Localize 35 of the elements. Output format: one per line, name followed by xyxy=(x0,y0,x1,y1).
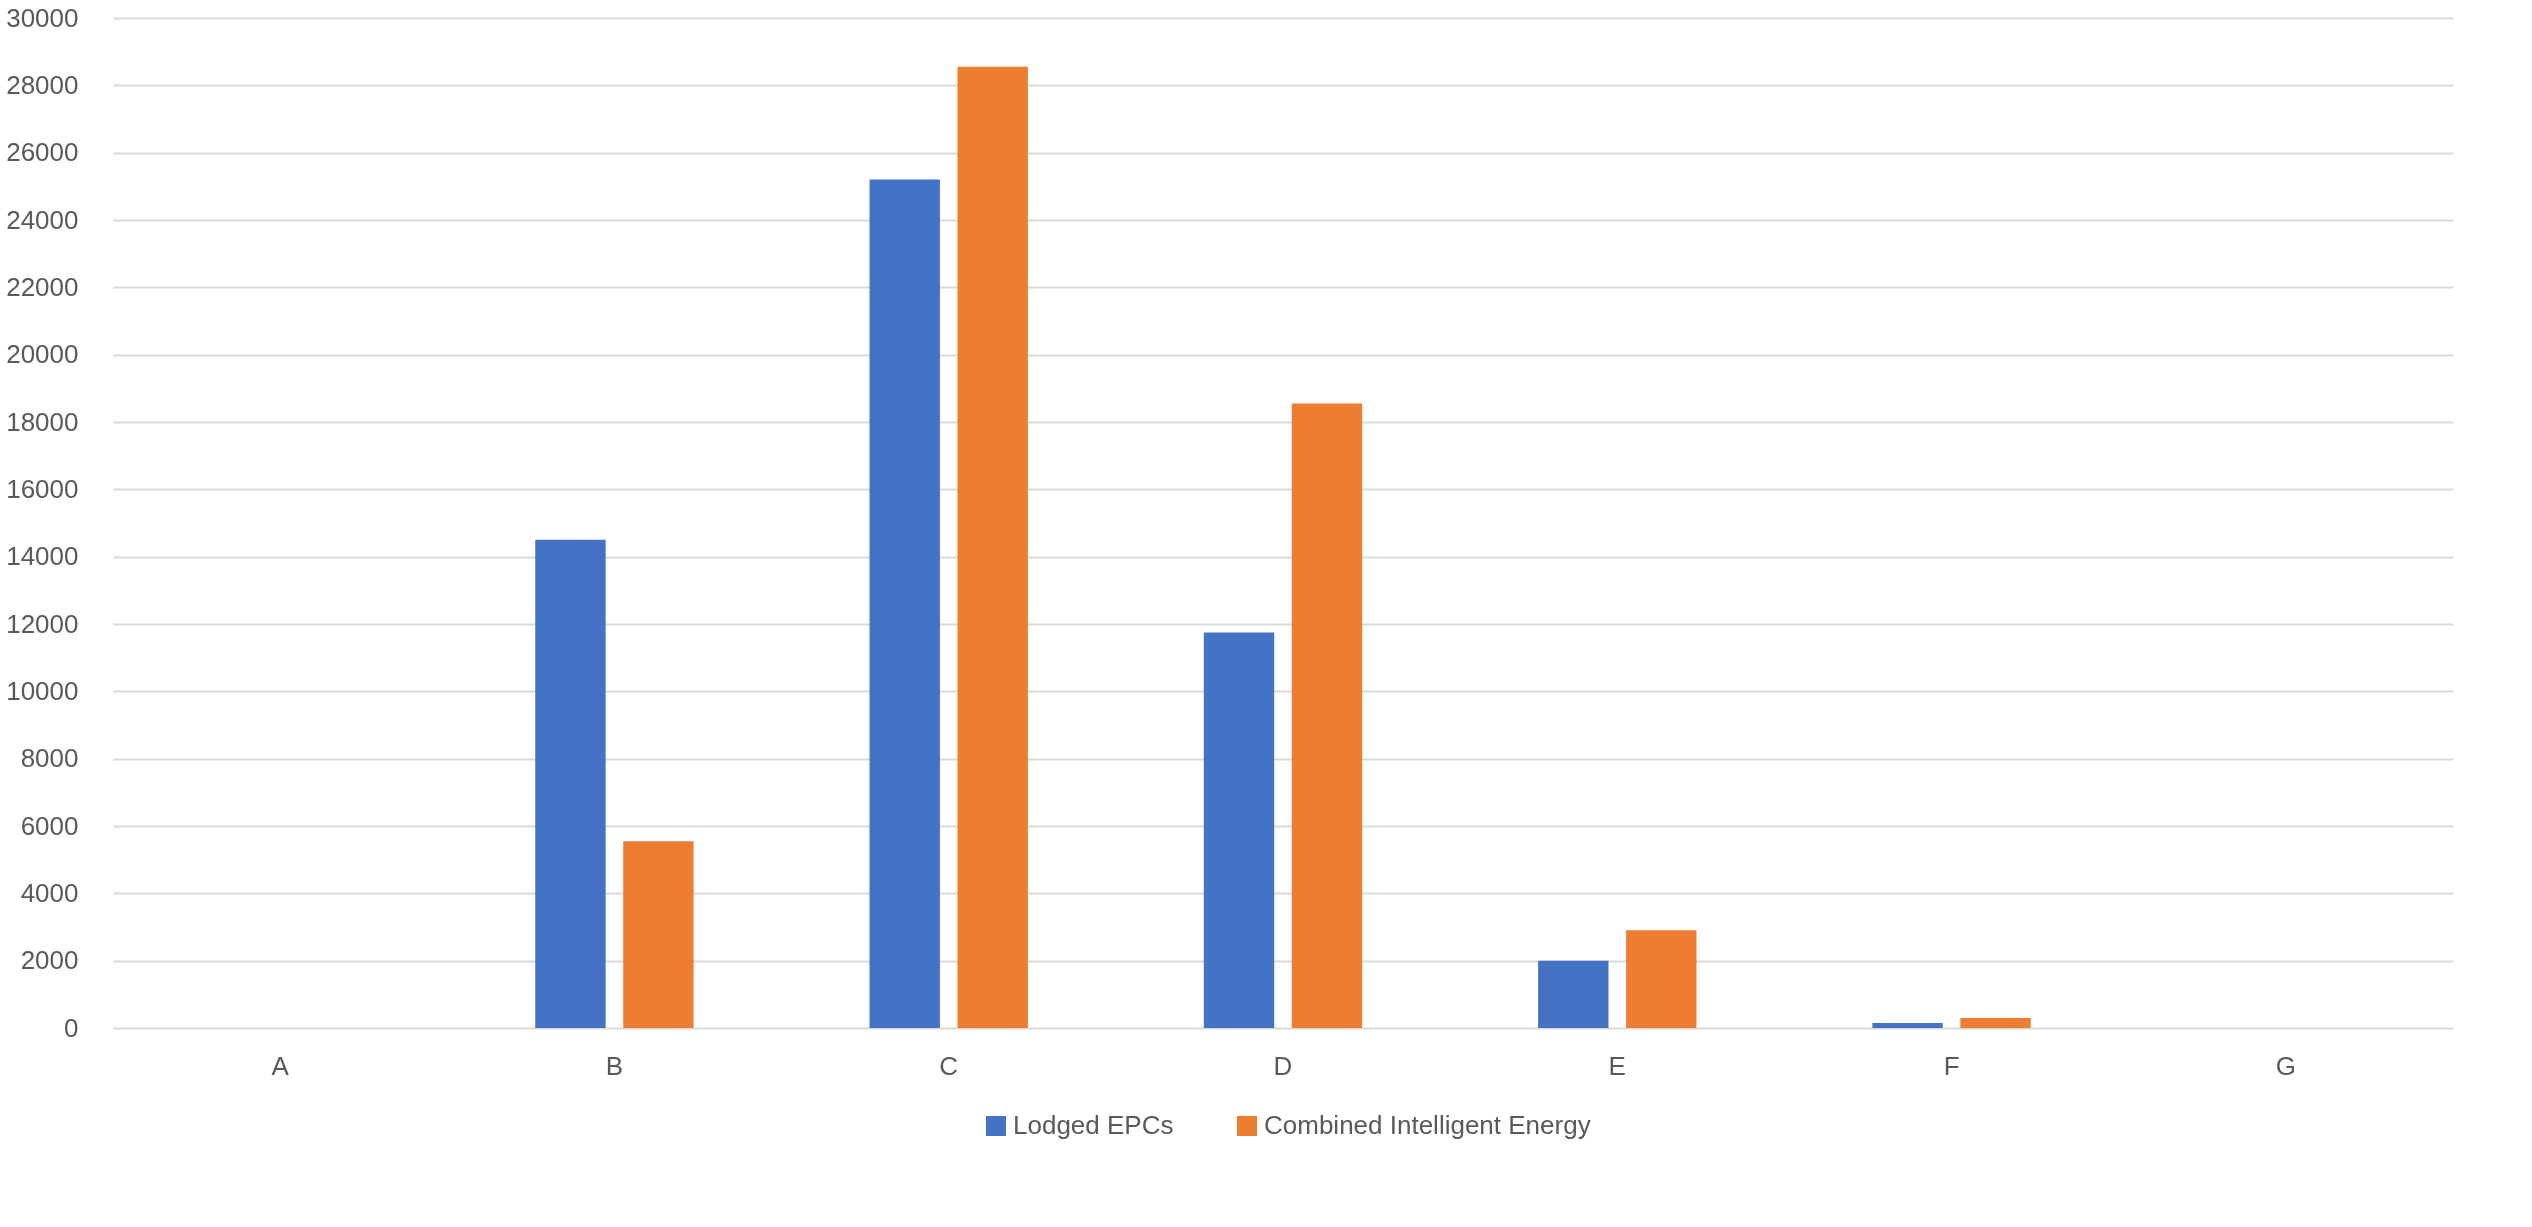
x-tick-label: F xyxy=(1943,1050,1960,1081)
y-tick-label: 2000 xyxy=(20,945,79,976)
bar xyxy=(957,66,1028,1028)
bar xyxy=(623,841,694,1028)
bar xyxy=(1538,960,1609,1028)
y-tick-label: 18000 xyxy=(6,406,79,437)
y-tick-label: 30000 xyxy=(6,2,79,33)
bar xyxy=(535,539,606,1028)
bar xyxy=(1626,930,1697,1028)
legend-label: Combined Intelligent Energy xyxy=(1264,1110,1591,1140)
y-tick-label: 0 xyxy=(64,1012,79,1043)
legend-label: Lodged EPCs xyxy=(1013,1110,1174,1140)
y-tick-label: 20000 xyxy=(6,339,79,370)
bar xyxy=(1291,403,1363,1028)
y-tick-label: 22000 xyxy=(6,271,79,302)
bar xyxy=(1960,1017,2031,1028)
bar xyxy=(1203,632,1275,1028)
y-tick-label: 16000 xyxy=(6,473,79,504)
y-tick-label: 10000 xyxy=(6,675,79,706)
bar xyxy=(869,179,940,1028)
x-tick-label: G xyxy=(2275,1050,2296,1081)
bar xyxy=(1872,1022,1943,1028)
y-tick-label: 24000 xyxy=(6,204,79,235)
x-tick-label: A xyxy=(271,1050,290,1081)
y-tick-label: 4000 xyxy=(20,877,79,908)
y-tick-label: 12000 xyxy=(6,608,79,639)
x-tick-label: B xyxy=(605,1050,624,1081)
y-tick-label: 6000 xyxy=(20,810,79,841)
x-tick-label: E xyxy=(1608,1050,1626,1081)
y-tick-label: 26000 xyxy=(6,137,79,168)
y-tick-label: 28000 xyxy=(6,69,79,100)
x-tick-label: D xyxy=(1273,1050,1293,1081)
x-tick-label: C xyxy=(939,1050,959,1081)
y-tick-label: 8000 xyxy=(20,743,79,774)
y-tick-label: 14000 xyxy=(6,541,79,572)
